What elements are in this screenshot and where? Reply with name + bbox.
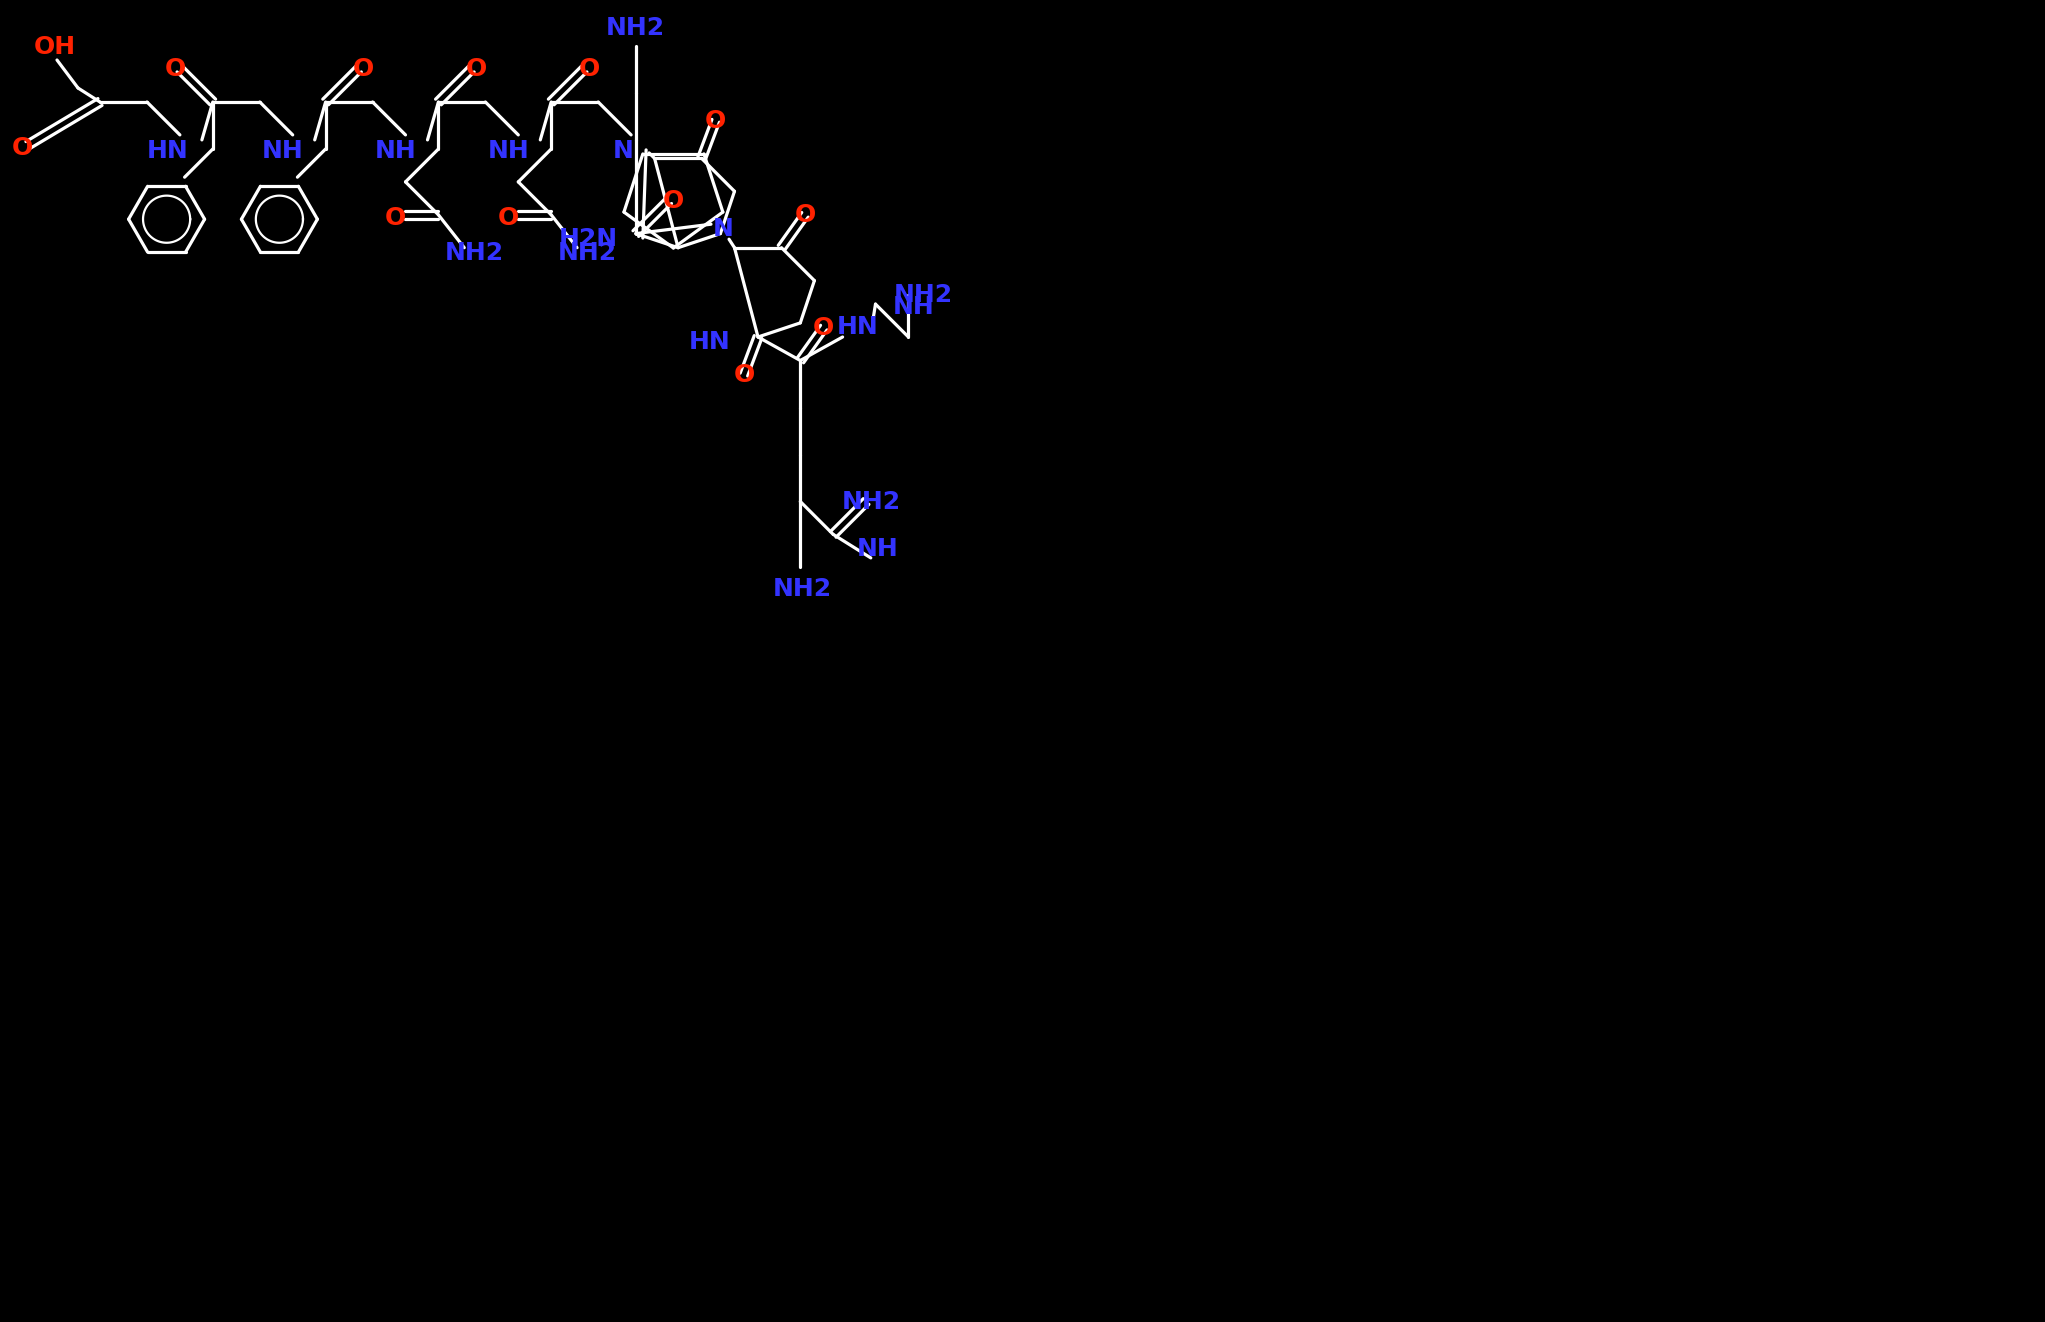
Text: O: O (384, 206, 407, 230)
Text: N: N (712, 217, 734, 241)
Text: NH2: NH2 (605, 16, 665, 40)
Text: NH2: NH2 (444, 241, 503, 264)
Text: NH2: NH2 (894, 283, 953, 307)
Text: NH2: NH2 (773, 576, 832, 600)
Text: O: O (12, 136, 33, 160)
Text: NH2: NH2 (843, 489, 900, 513)
Text: O: O (466, 57, 487, 81)
Text: NH: NH (857, 537, 900, 561)
Text: O: O (814, 316, 834, 340)
Text: NH: NH (374, 139, 417, 163)
Text: NH2: NH2 (558, 241, 618, 264)
Text: O: O (663, 189, 685, 213)
Text: O: O (497, 206, 519, 230)
Text: O: O (793, 202, 816, 227)
Text: O: O (354, 57, 374, 81)
Text: O: O (164, 57, 186, 81)
Text: O: O (706, 108, 726, 132)
Text: HN: HN (689, 330, 730, 354)
Text: O: O (579, 57, 599, 81)
Text: NH: NH (262, 139, 303, 163)
Text: NH: NH (892, 295, 935, 319)
Text: NH: NH (487, 139, 530, 163)
Text: O: O (734, 362, 755, 386)
Text: N: N (614, 139, 634, 163)
Text: OH: OH (35, 34, 76, 59)
Text: HN: HN (836, 315, 879, 338)
Text: HN: HN (147, 139, 188, 163)
Text: H2N: H2N (558, 226, 618, 251)
